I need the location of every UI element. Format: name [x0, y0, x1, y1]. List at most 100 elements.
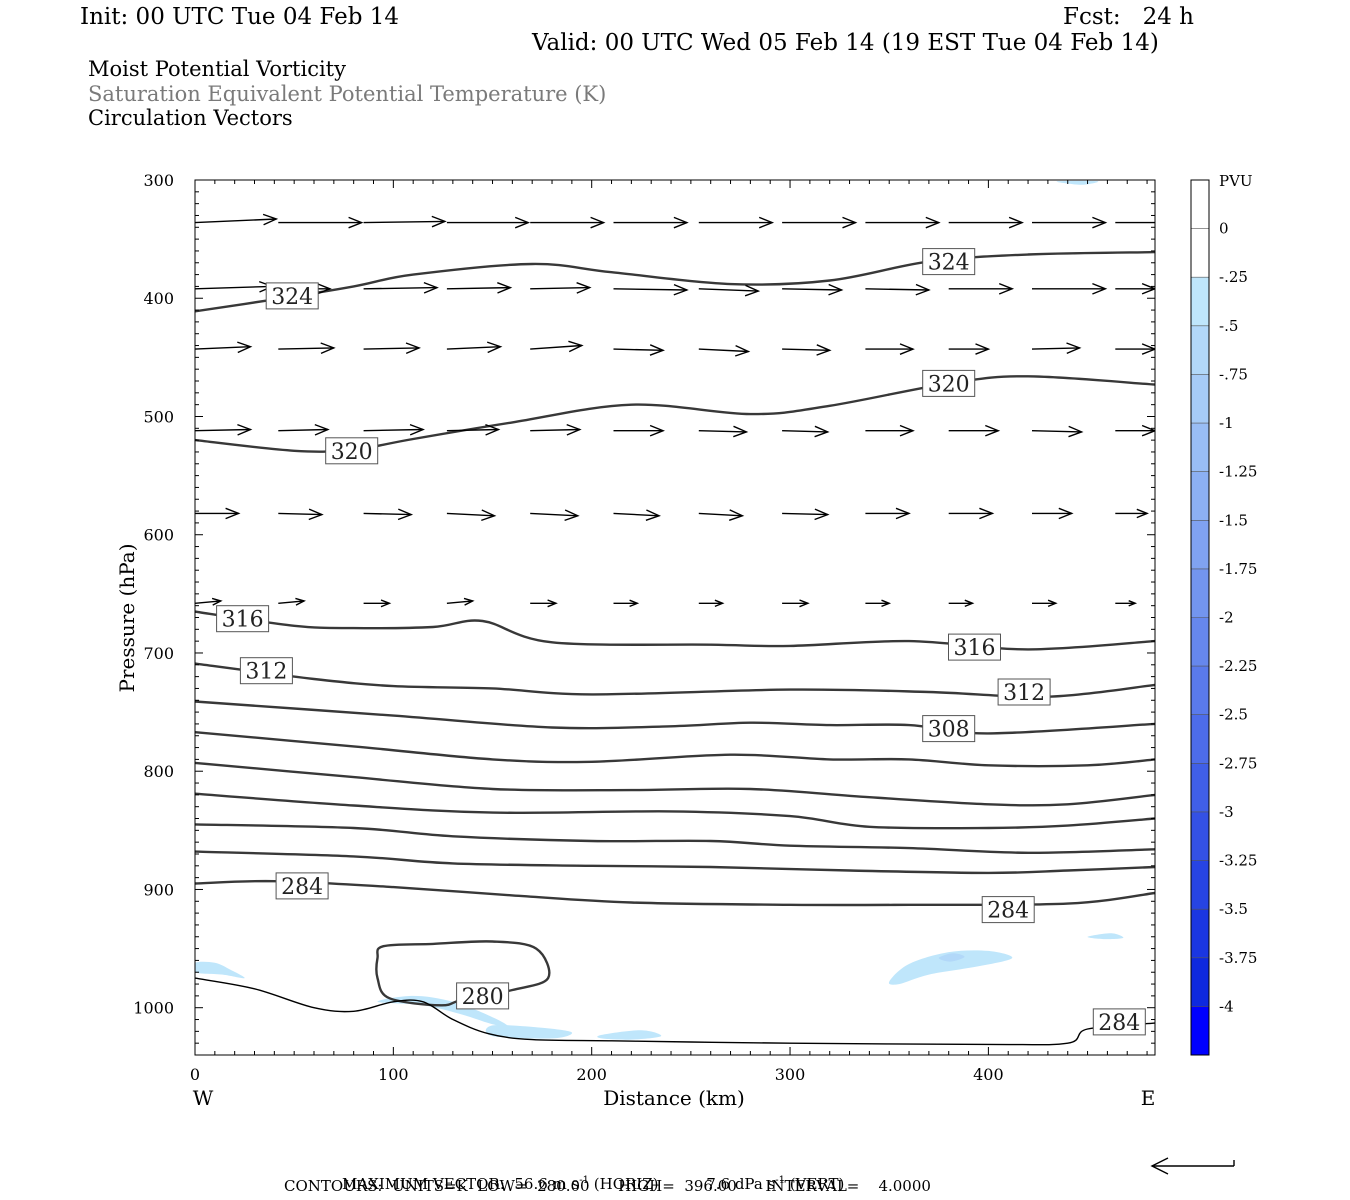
- vector-shaft: [698, 288, 759, 292]
- circulation-vector: [948, 343, 991, 355]
- colorbar-level-label: -1.5: [1219, 511, 1248, 529]
- colorbar-level-label: -3.5: [1219, 900, 1248, 918]
- vector-head: [645, 509, 661, 521]
- vector-head: [814, 425, 830, 438]
- circulation-vector: [948, 424, 1001, 437]
- contour-label: 284: [987, 899, 1029, 924]
- vector-shaft: [613, 288, 687, 291]
- circulation-vector: [363, 599, 392, 608]
- colorbar-level-label: -1.75: [1219, 560, 1257, 578]
- colorbar-swatch: [1191, 909, 1209, 959]
- circulation-vector: [530, 340, 584, 353]
- circulation-vector: [865, 599, 892, 608]
- x-end-label-east: E: [1141, 1086, 1156, 1110]
- colorbar-swatch: [1191, 1006, 1209, 1056]
- circulation-vector: [613, 344, 665, 356]
- vector-shaft: [698, 512, 743, 517]
- vector-head: [733, 425, 749, 438]
- vector-head: [485, 423, 501, 436]
- vector-shaft: [782, 430, 828, 433]
- colorbar-swatch: [1191, 763, 1209, 813]
- colorbar-level-label: -3: [1219, 803, 1234, 821]
- vector-head: [566, 423, 582, 436]
- theta-es-contour-288: [195, 850, 1155, 875]
- theta-es-contour-304: [195, 731, 1155, 768]
- y-tick-label: 1000: [133, 999, 174, 1018]
- colorbar-level-label: -.25: [1219, 268, 1248, 286]
- circulation-vector: [1031, 425, 1084, 438]
- circulation-vector: [278, 423, 330, 436]
- contour-label: 308: [928, 718, 970, 743]
- circulation-vector: [613, 509, 661, 521]
- theta-es-contour-300: [195, 761, 1155, 807]
- vector-head: [899, 343, 915, 355]
- vector-head: [758, 216, 775, 229]
- vector-head: [1066, 342, 1082, 355]
- valid-time: Valid: 00 UTC Wed 05 Feb 14 (19 EST Tue …: [532, 30, 1159, 56]
- field-title-vectors: Circulation Vectors: [88, 106, 293, 130]
- pv-negative-area: [938, 953, 965, 962]
- contour-label-box: [239, 657, 293, 685]
- vector-shaft: [782, 348, 830, 351]
- vector-head: [431, 215, 447, 228]
- vector-shaft: [195, 346, 251, 350]
- vector-head: [979, 507, 995, 520]
- vector-head: [568, 340, 584, 353]
- vector-head: [881, 599, 892, 608]
- vector-shaft: [363, 428, 424, 432]
- circulation-vector: [782, 283, 844, 296]
- theta-es-contour-324: [195, 250, 1155, 313]
- contour-label-box: [265, 282, 319, 310]
- x-tick-label: 300: [775, 1065, 806, 1084]
- circulation-vector: [446, 282, 513, 294]
- vector-head: [486, 341, 503, 354]
- x-tick-label: 100: [378, 1065, 409, 1084]
- theta-es-contour-316: [195, 610, 1155, 651]
- colorbar-swatch: [1191, 471, 1209, 521]
- colorbar-swatch: [1191, 180, 1209, 230]
- vector-shaft: [363, 347, 420, 350]
- y-tick-label: 700: [143, 644, 174, 663]
- vector-head: [1008, 216, 1024, 229]
- vector-head: [1047, 599, 1058, 608]
- colorbar-level-label: -3.75: [1219, 949, 1257, 967]
- vector-head: [314, 423, 330, 436]
- vector-head: [397, 508, 414, 521]
- colorbar-level-label: -2.5: [1219, 706, 1248, 724]
- y-tick-label: 500: [143, 408, 174, 427]
- circulation-vector: [948, 282, 1015, 295]
- vector-shaft: [195, 218, 277, 224]
- vector-head: [348, 216, 364, 229]
- circulation-vector: [865, 424, 915, 437]
- max-vector-horiz: 56.6 m s: [514, 1175, 580, 1193]
- vector-head: [576, 282, 592, 294]
- circulation-vector: [1032, 599, 1058, 608]
- contour-label-box: [948, 633, 1001, 661]
- contour-label-box: [997, 678, 1051, 706]
- y-axis-title: Pressure (hPa): [115, 544, 139, 693]
- x-end-label-west: W: [193, 1086, 214, 1110]
- colorbar-swatch: [1191, 860, 1209, 910]
- reference-vector: [1150, 1157, 1235, 1175]
- circulation-vector: [698, 344, 751, 357]
- max-vector-line: MAXIMUM VECTOR: 56.6 m s-1 (HORIZ) 7.6 d…: [342, 1157, 844, 1193]
- vector-shaft: [446, 428, 499, 432]
- vector-head: [998, 282, 1015, 295]
- circulation-vector: [530, 282, 592, 294]
- circulation-vector: [948, 507, 995, 520]
- circulation-vector: [782, 344, 832, 356]
- vector-shaft: [446, 600, 473, 604]
- vector-shaft: [195, 285, 273, 290]
- vector-head: [629, 599, 640, 608]
- circulation-vector: [278, 216, 364, 229]
- vector-shaft: [1031, 430, 1082, 433]
- vector-head: [728, 509, 745, 521]
- circulation-vector: [1032, 282, 1108, 295]
- colorbar-swatch: [1191, 325, 1209, 375]
- circulation-vector: [865, 343, 915, 355]
- circulation-vector: [363, 281, 439, 294]
- vector-shaft: [530, 428, 580, 432]
- vector-head: [380, 599, 392, 608]
- vector-head: [423, 281, 439, 294]
- contour-label-box: [981, 896, 1035, 924]
